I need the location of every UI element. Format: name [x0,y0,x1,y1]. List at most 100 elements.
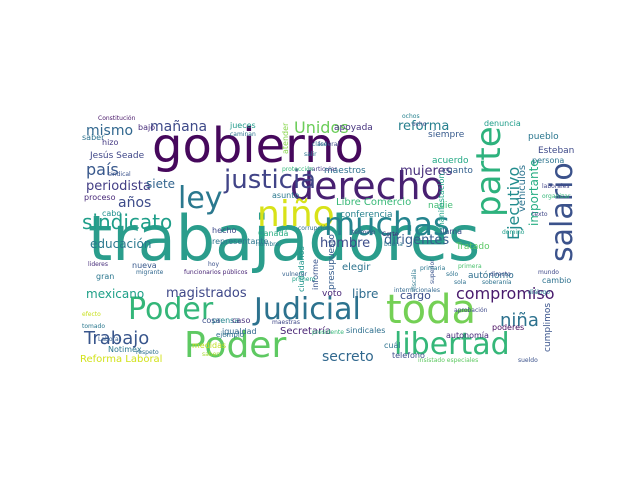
word: Canadá [258,229,289,238]
word: buena [384,241,403,248]
word: voto [322,289,342,299]
word: presidente [312,329,344,336]
word: diálogo [528,289,550,296]
word: elegir [342,262,371,273]
word: hizo [102,138,119,147]
word: muchas [324,205,450,243]
word: representante [212,237,269,246]
word: Poder [128,292,214,327]
word: ciudadanos [297,246,306,292]
word: dirigentes [384,233,450,248]
word: poderes [492,323,525,332]
word: vehículos [517,164,528,212]
word: Trabajo [84,328,150,349]
word: periodista [86,179,151,194]
word: cabo [102,209,122,218]
word: Notimex [108,345,142,354]
word: salario [545,162,578,262]
word: término [352,229,376,236]
word: mañana [150,119,208,135]
word: saber [82,133,105,142]
word: cumplimos [543,302,553,352]
word: atender [281,122,290,154]
word: Jesús Seade [90,151,145,161]
word: sueldo [518,357,538,364]
word: apoyada [334,123,373,133]
word: Judicial [254,292,361,327]
word: cosa [202,316,221,325]
word: acuerdo [432,156,469,166]
word: manifestación [437,173,446,230]
word: nombre [256,241,280,248]
word: toda [386,287,477,333]
word: libertad [394,327,510,362]
word: hecho [212,226,237,235]
word: clase [312,141,328,148]
word: derecho [290,164,444,208]
word: funcionarios públicos [184,269,248,276]
word: Unidos [294,118,349,137]
word: igualdad [222,327,257,336]
word: sindicato [82,210,173,234]
word: Corte [382,231,399,238]
word: saben [202,351,221,358]
word: conferencia [340,210,393,220]
word: compromiso [456,284,555,303]
word: aprobación [454,307,488,314]
word: años [118,195,152,211]
word: Tratado [456,242,490,252]
word: internacionales [394,287,440,294]
word: sindical [108,171,131,178]
word: protección [282,166,314,173]
word: vulnerar [282,271,308,278]
word: ocho [412,121,427,128]
word: Constitución [98,115,136,122]
word: reforma [398,119,450,134]
word: autónomo [468,271,514,281]
word: libre [352,287,379,301]
word: sólo [446,271,459,278]
word: siempre [428,130,465,140]
word: gobierno [152,118,364,174]
word: sindicales [346,326,386,335]
word: pueblo [528,132,559,142]
word: niña [500,310,539,331]
word: mismo [86,123,134,139]
word: llama [440,227,463,236]
word: magistrados [166,286,247,301]
word: medidas [192,341,227,350]
word: bajo [138,123,156,132]
word: insistado especiales [418,357,479,364]
word: federal [318,141,340,148]
word: ochos [402,113,420,120]
word: laborales [542,183,570,190]
word: tomado [82,323,106,330]
word: hoy [208,261,220,268]
word: caso [232,316,251,325]
word: parte [469,126,509,217]
word: soberanía [482,279,512,286]
word: hombre [320,236,371,251]
word: caminan [230,131,256,138]
word: salir [304,151,317,158]
word: asunto [272,191,300,200]
word: Libre Comercio [336,197,412,208]
word: niño [257,194,335,235]
word: Secretaría [280,326,332,337]
word: ejemplo [216,331,245,339]
word: prensa [212,316,240,325]
word: primera [458,263,482,270]
word: nueva [132,261,157,270]
word: cambio [542,276,572,285]
word: nadie [428,201,453,211]
word: fiscalía [411,269,418,290]
word: maestras [272,319,300,326]
word: corrupción [298,225,330,232]
word: organizar [542,193,571,200]
word: mundo [538,269,559,276]
word: particular [308,166,337,173]
word-cloud: trabajadores gobierno derecho Poder Judi… [72,112,578,370]
word: primaria [420,265,446,272]
word: jueces [230,121,256,130]
word: cuanto [442,166,473,176]
